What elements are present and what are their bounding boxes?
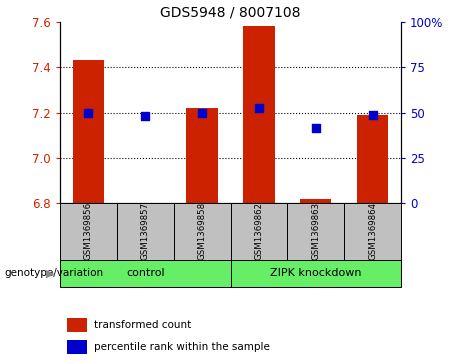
Point: [142, 113, 149, 119]
Text: ZIPK knockdown: ZIPK knockdown: [270, 268, 361, 278]
Bar: [287, 203, 344, 260]
Text: transformed count: transformed count: [94, 320, 191, 330]
Bar: [117, 203, 174, 260]
Text: percentile rank within the sample: percentile rank within the sample: [94, 342, 270, 352]
Bar: [73, 60, 104, 203]
Text: GSM1369857: GSM1369857: [141, 202, 150, 261]
Text: GSM1369863: GSM1369863: [311, 202, 320, 261]
Bar: [186, 108, 218, 203]
Bar: [67, 318, 87, 332]
Bar: [174, 203, 230, 260]
Text: ▶: ▶: [47, 268, 55, 278]
Text: GSM1369858: GSM1369858: [198, 202, 207, 261]
Text: GSM1369856: GSM1369856: [84, 202, 93, 261]
Bar: [344, 203, 401, 260]
Bar: [60, 203, 117, 260]
Bar: [243, 26, 275, 203]
Bar: [60, 260, 230, 287]
Bar: [230, 260, 401, 287]
Bar: [357, 115, 388, 203]
Point: [85, 110, 92, 115]
Text: GSM1369862: GSM1369862: [254, 202, 263, 261]
Point: [369, 112, 376, 118]
Bar: [300, 199, 331, 203]
Text: control: control: [126, 268, 165, 278]
Point: [255, 105, 263, 111]
Bar: [230, 203, 287, 260]
Title: GDS5948 / 8007108: GDS5948 / 8007108: [160, 5, 301, 19]
Text: genotype/variation: genotype/variation: [5, 268, 104, 278]
Point: [198, 110, 206, 115]
Point: [312, 126, 319, 131]
Bar: [67, 339, 87, 354]
Text: GSM1369864: GSM1369864: [368, 202, 377, 261]
